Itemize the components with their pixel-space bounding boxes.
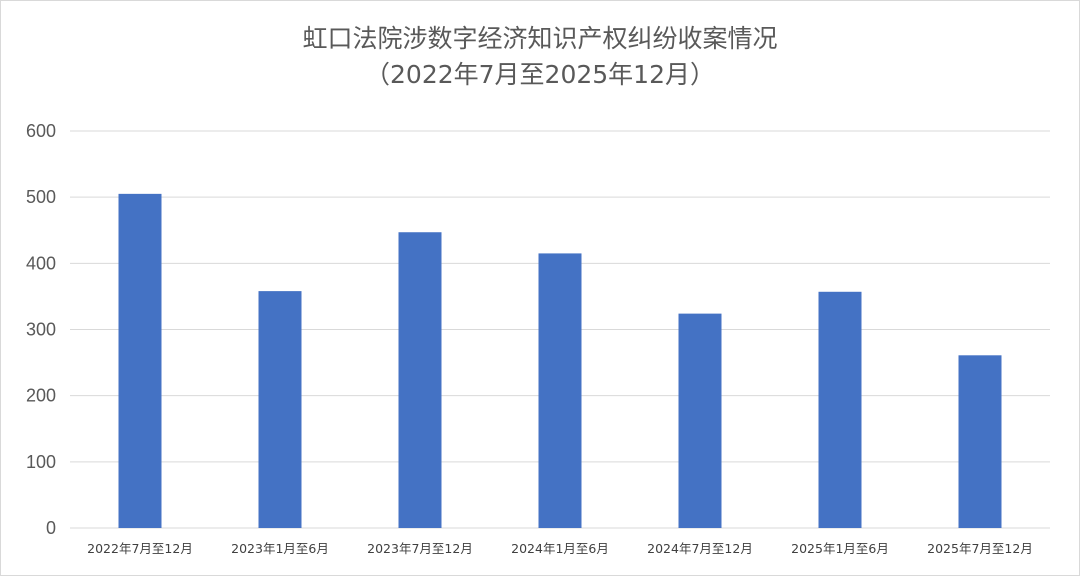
- y-tick-label: 500: [26, 187, 56, 207]
- y-tick-label: 400: [26, 253, 56, 273]
- y-tick-label: 600: [26, 121, 56, 141]
- bar: [958, 355, 1002, 528]
- y-tick-label: 300: [26, 320, 56, 340]
- bar: [118, 193, 162, 528]
- x-tick-label: 2025年1月至6月: [791, 541, 889, 556]
- bar: [258, 291, 302, 528]
- y-tick-label: 100: [26, 452, 56, 472]
- x-tick-label: 2024年1月至6月: [511, 541, 609, 556]
- bar: [678, 313, 722, 528]
- bar: [818, 291, 862, 528]
- x-tick-label: 2023年7月至12月: [367, 541, 473, 556]
- bar: [538, 253, 582, 529]
- x-tick-label: 2025年7月至12月: [927, 541, 1033, 556]
- chart-title: 虹口法院涉数字经济知识产权纠纷收案情况: [302, 24, 778, 53]
- y-tick-label: 200: [26, 386, 56, 406]
- x-tick-label: 2022年7月至12月: [87, 541, 193, 556]
- y-tick-label: 0: [46, 518, 56, 538]
- chart-subtitle: （2022年7月至2025年12月）: [365, 60, 715, 89]
- bar: [398, 232, 442, 529]
- x-tick-label: 2023年1月至6月: [231, 541, 329, 556]
- x-tick-label: 2024年7月至12月: [647, 541, 753, 556]
